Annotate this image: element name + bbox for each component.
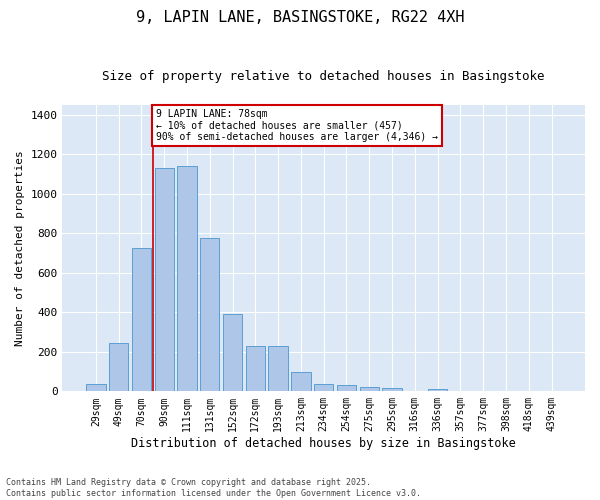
Bar [223, 314, 242, 392]
Bar [155, 168, 174, 392]
Bar [314, 384, 334, 392]
Bar [86, 384, 106, 392]
Bar [268, 346, 288, 392]
Y-axis label: Number of detached properties: Number of detached properties [15, 150, 25, 346]
Bar [109, 343, 128, 392]
Bar [382, 388, 402, 392]
Text: 9, LAPIN LANE, BASINGSTOKE, RG22 4XH: 9, LAPIN LANE, BASINGSTOKE, RG22 4XH [136, 10, 464, 25]
Bar [245, 346, 265, 392]
Text: Contains HM Land Registry data © Crown copyright and database right 2025.
Contai: Contains HM Land Registry data © Crown c… [6, 478, 421, 498]
Bar [428, 390, 448, 392]
Title: Size of property relative to detached houses in Basingstoke: Size of property relative to detached ho… [103, 70, 545, 83]
Bar [291, 372, 311, 392]
Bar [359, 388, 379, 392]
Bar [132, 248, 151, 392]
Bar [337, 386, 356, 392]
Bar [178, 166, 197, 392]
X-axis label: Distribution of detached houses by size in Basingstoke: Distribution of detached houses by size … [131, 437, 516, 450]
Bar [200, 238, 220, 392]
Text: 9 LAPIN LANE: 78sqm
← 10% of detached houses are smaller (457)
90% of semi-detac: 9 LAPIN LANE: 78sqm ← 10% of detached ho… [156, 109, 438, 142]
